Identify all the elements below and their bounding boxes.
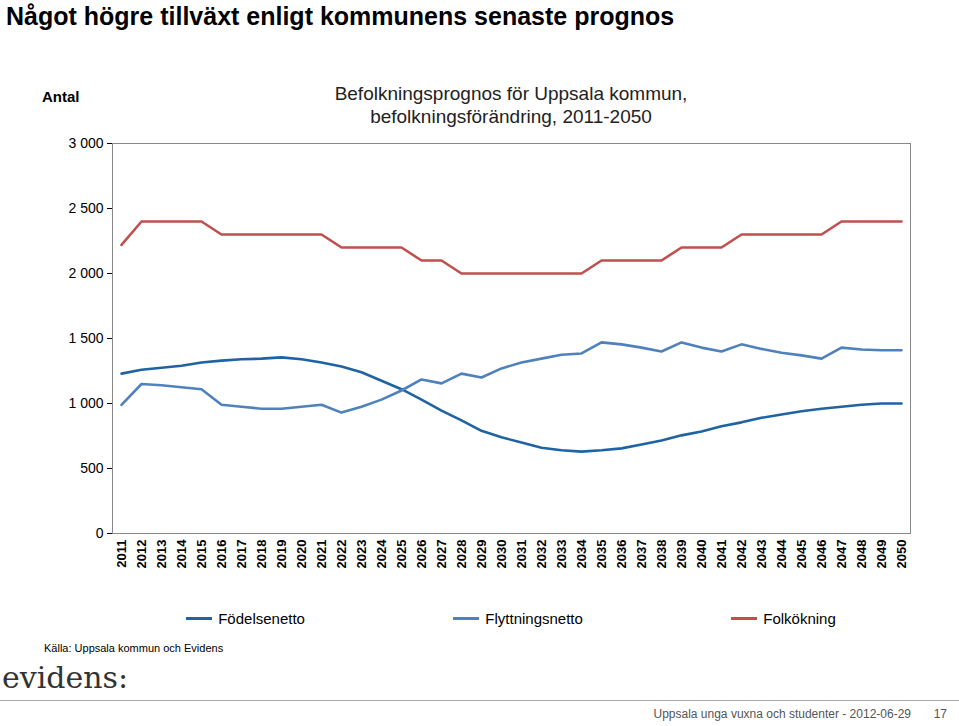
html-text:Flyttningsnetto: Flyttningsnetto: [485, 610, 583, 627]
svg-text:2049: 2049: [874, 540, 889, 569]
svg-text:2039: 2039: [674, 540, 689, 569]
html-text:Befolkningsprognos för Uppsala: Befolkningsprognos för Uppsala kommun,: [334, 83, 688, 104]
svg-text:2032: 2032: [534, 540, 549, 569]
html-text:evidens:: evidens:: [2, 660, 129, 695]
svg-text:2048: 2048: [854, 540, 869, 569]
svg-text:2033: 2033: [554, 540, 569, 569]
svg-text:1 500: 1 500: [68, 330, 103, 346]
svg-text:2019: 2019: [274, 540, 289, 569]
svg-text:500: 500: [80, 460, 104, 476]
svg-text:1 000: 1 000: [68, 395, 103, 411]
svg-text:2034: 2034: [574, 539, 589, 569]
html-text:Källa: Uppsala kommun och Evid: Källa: Uppsala kommun och Evidens: [44, 642, 224, 654]
svg-text:2035: 2035: [594, 540, 609, 569]
svg-text:2042: 2042: [734, 540, 749, 569]
svg-text:2 000: 2 000: [68, 265, 103, 281]
svg-text:2029: 2029: [474, 540, 489, 569]
svg-text:2046: 2046: [814, 540, 829, 569]
svg-text:2020: 2020: [294, 540, 309, 569]
svg-text:2037: 2037: [634, 540, 649, 569]
svg-text:2043: 2043: [754, 540, 769, 569]
svg-text:2036: 2036: [614, 540, 629, 569]
svg-text:2 500: 2 500: [68, 200, 103, 216]
svg-text:3 000: 3 000: [68, 135, 103, 151]
html-text:befolkningsförändring, 2011-20: befolkningsförändring, 2011-2050: [370, 106, 652, 127]
svg-text:2041: 2041: [714, 540, 729, 569]
svg-text:2011: 2011: [114, 540, 129, 568]
svg-text:2027: 2027: [434, 540, 449, 569]
svg-text:2015: 2015: [194, 540, 209, 569]
html-text:Antal: Antal: [42, 88, 80, 105]
html-text:Folkökning: Folkökning: [763, 610, 836, 627]
svg-text:2017: 2017: [234, 540, 249, 569]
svg-text:2038: 2038: [654, 540, 669, 569]
html-text:17: 17: [933, 707, 947, 721]
svg-text:2024: 2024: [374, 539, 389, 569]
svg-text:2016: 2016: [214, 540, 229, 569]
svg-text:2050: 2050: [894, 540, 909, 569]
svg-text:2045: 2045: [794, 540, 809, 569]
svg-text:2031: 2031: [514, 540, 529, 569]
svg-text:2018: 2018: [254, 540, 269, 569]
svg-text:2025: 2025: [394, 540, 409, 569]
svg-text:2013: 2013: [154, 540, 169, 569]
svg-text:2012: 2012: [134, 540, 149, 569]
html-text:Födelsenetto: Födelsenetto: [218, 610, 305, 627]
svg-text:2030: 2030: [494, 540, 509, 569]
svg-text:2026: 2026: [414, 540, 429, 569]
html-text:Något högre tillväxt enligt ko: Något högre tillväxt enligt kommunens se…: [6, 2, 675, 30]
svg-text:2023: 2023: [354, 540, 369, 569]
svg-text:2021: 2021: [314, 540, 329, 569]
svg-text:2047: 2047: [834, 540, 849, 569]
svg-text:2044: 2044: [774, 539, 789, 569]
svg-text:2022: 2022: [334, 540, 349, 569]
svg-text:2028: 2028: [454, 540, 469, 569]
svg-text:2014: 2014: [174, 539, 189, 569]
svg-text:0: 0: [96, 525, 104, 541]
html-text:Uppsala unga vuxna och student: Uppsala unga vuxna och studenter - 2012-…: [653, 707, 911, 721]
svg-text:2040: 2040: [694, 540, 709, 569]
